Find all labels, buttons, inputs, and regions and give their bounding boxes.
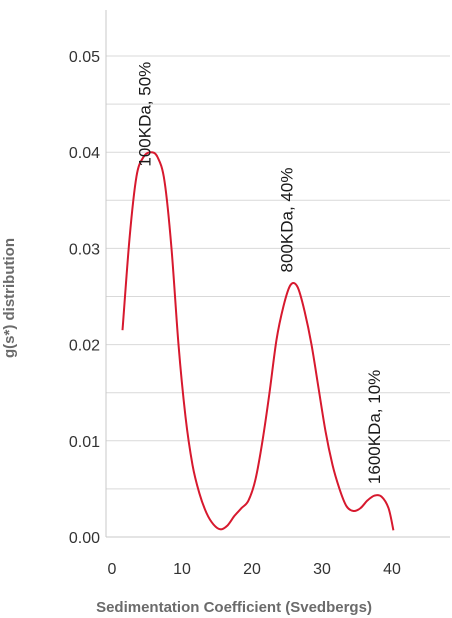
y-tick-label: 0.05: [69, 49, 100, 66]
y-tick-label: 0.01: [69, 434, 100, 451]
y-tick-label: 0.02: [69, 338, 100, 355]
x-tick-labels: 0 10 20 30 40: [108, 561, 401, 578]
x-axis-title: Sedimentation Coefficient (Svedbergs): [96, 599, 372, 616]
peak-annotation: 1600KDa, 10%: [365, 370, 384, 484]
distribution-curve: [121, 151, 395, 531]
y-axis-title: g(s*) distribution: [1, 238, 18, 358]
peak-annotation: 800KDa, 40%: [278, 168, 297, 273]
y-tick-label: 0.04: [69, 145, 100, 162]
grid-lines: [106, 55, 450, 490]
x-tick-label: 30: [313, 561, 331, 578]
peak-annotations: 100KDa, 50% 800KDa, 40% 1600KDa, 10%: [136, 62, 385, 484]
x-tick-label: 0: [108, 561, 117, 578]
x-tick-label: 10: [173, 561, 191, 578]
x-tick-label: 20: [243, 561, 261, 578]
x-tick-label: 40: [383, 561, 401, 578]
y-tick-labels: 0.00 0.01 0.02 0.03 0.04 0.05: [69, 49, 100, 547]
peak-annotation: 100KDa, 50%: [136, 62, 155, 167]
y-tick-label: 0.00: [69, 530, 100, 547]
y-tick-label: 0.03: [69, 241, 100, 258]
